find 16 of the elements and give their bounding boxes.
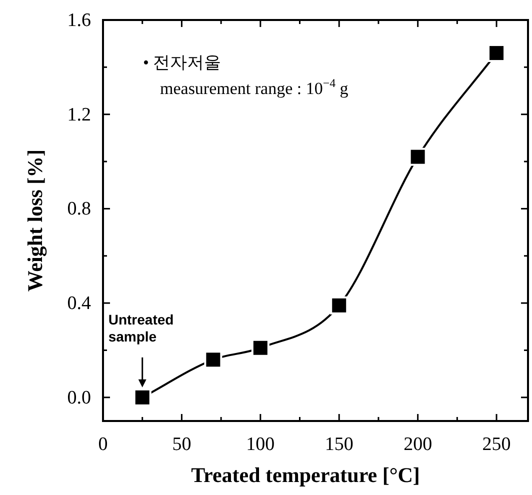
annotation: • 전자저울 bbox=[143, 53, 222, 72]
x-tick-label: 250 bbox=[482, 434, 511, 455]
annotation: Untreated sample bbox=[108, 311, 174, 344]
x-tick-label: 100 bbox=[246, 434, 275, 455]
y-axis-title: Weight loss [%] bbox=[23, 149, 47, 292]
x-tick-label: 150 bbox=[324, 434, 354, 455]
annotation: measurement range : 10$^{−4}$ g bbox=[160, 76, 349, 98]
y-tick-label: 1.2 bbox=[67, 104, 91, 126]
x-tick-label: 50 bbox=[172, 434, 192, 455]
y-tick-label: 0.4 bbox=[67, 293, 92, 314]
y-tick-label: 0.0 bbox=[67, 387, 91, 408]
x-tick-label: 200 bbox=[404, 434, 432, 455]
y-tick-label: 0.8 bbox=[67, 198, 91, 220]
y-tick-label: 1.6 bbox=[67, 10, 91, 31]
x-axis-title: Treated temperature [°C] bbox=[191, 463, 420, 487]
x-tick-label: 0 bbox=[98, 434, 108, 455]
